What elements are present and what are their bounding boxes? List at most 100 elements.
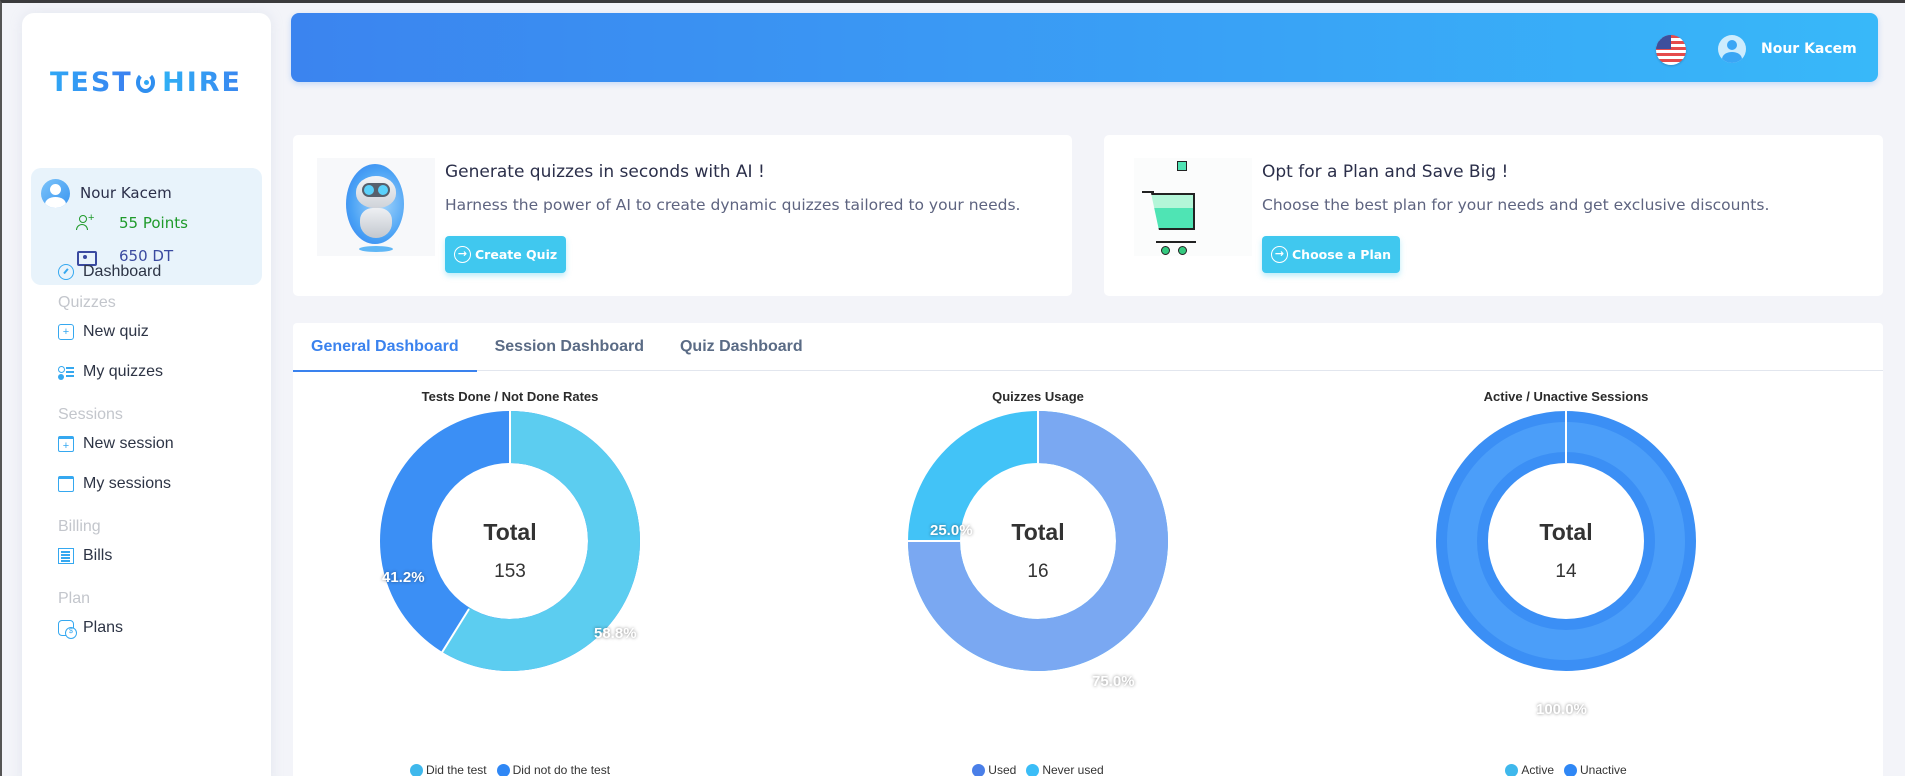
tab-session-dashboard[interactable]: Session Dashboard [494, 338, 644, 355]
sidebar-item-new-quiz[interactable]: New quiz [58, 323, 149, 341]
dashboard-tabs: General Dashboard Session Dashboard Quiz… [293, 323, 1883, 372]
calendar-plus-icon [58, 436, 74, 454]
testohire-logo[interactable]: TEST HIRE [50, 66, 242, 98]
plan-promo-card: Opt for a Plan and Save Big ! Choose the… [1104, 135, 1883, 296]
sidebar-item-my-quizzes[interactable]: My quizzes [58, 363, 163, 381]
legend-item-unactive[interactable]: Unactive [1564, 763, 1627, 776]
promo-description: Harness the power of AI to create dynami… [445, 196, 1021, 214]
center-total-value: 153 [494, 561, 526, 582]
legend-item-did-not-test[interactable]: Did not do the test [496, 763, 611, 776]
tests-done-donut-chart: Tests Done / Not Done Rates 41.2% 58.8% … [310, 389, 710, 776]
tab-general-dashboard[interactable]: General Dashboard [293, 323, 477, 372]
logo-power-icon [135, 71, 156, 93]
cash-icon [75, 248, 97, 266]
calendar-icon [58, 476, 74, 492]
balance-row: 650 DT [75, 247, 174, 266]
plan-money-icon [58, 620, 77, 639]
center-total-value: 16 [1027, 561, 1049, 582]
sidebar-item-new-session[interactable]: New session [58, 435, 174, 454]
button-label: Choose a Plan [1292, 247, 1392, 262]
center-total-label: Total [1011, 519, 1065, 545]
percent-label: 58.8% [594, 625, 637, 642]
sidebar: TEST HIRE Nour Kacem 55 Points 650 DT Da… [22, 13, 271, 776]
legend-dot [1026, 763, 1040, 776]
choose-plan-button[interactable]: → Choose a Plan [1262, 236, 1401, 273]
sidebar-item-dashboard[interactable]: Dashboard [58, 263, 161, 281]
legend-label: Unactive [1580, 763, 1627, 776]
promo-title: Opt for a Plan and Save Big ! [1262, 162, 1509, 182]
dashboard-panel: General Dashboard Session Dashboard Quiz… [293, 323, 1883, 776]
sidebar-item-label: New quiz [83, 323, 149, 340]
sidebar-item-label: New session [83, 435, 174, 452]
avatar-icon [41, 179, 70, 208]
chart-legend: Did the test Did not do the test [310, 763, 710, 776]
top-user-name: Nour Kacem [1761, 41, 1857, 57]
center-total-label: Total [483, 519, 537, 545]
sidebar-item-label: My quizzes [83, 363, 164, 380]
center-total-value: 14 [1555, 561, 1577, 582]
us-flag-language-icon[interactable] [1656, 35, 1686, 65]
promo-description: Choose the best plan for your needs and … [1262, 196, 1770, 214]
percent-label: 100.0% [1536, 701, 1587, 718]
sidebar-item-label: Plans [83, 619, 124, 636]
user-menu-button[interactable]: Nour Kacem [1718, 35, 1857, 63]
sidebar-item-bills[interactable]: Bills [58, 547, 112, 565]
donut-svg[interactable] [1436, 411, 1696, 671]
promo-title: Generate quizzes in seconds with AI ! [445, 162, 765, 182]
chart-legend: Used Never used [838, 763, 1238, 776]
legend-label: Active [1521, 763, 1554, 776]
section-label-plan: Plan [58, 590, 91, 607]
section-label-quizzes: Quizzes [58, 294, 116, 311]
button-label: Create Quiz [475, 247, 558, 262]
legend-item-did-test[interactable]: Did the test [409, 763, 487, 776]
percent-label: 25.0% [930, 522, 973, 539]
legend-label: Used [988, 763, 1017, 776]
legend-item-active[interactable]: Active [1505, 763, 1554, 776]
tab-quiz-dashboard[interactable]: Quiz Dashboard [679, 338, 803, 355]
user-name: Nour Kacem [80, 184, 172, 202]
chart-legend: Active Unactive [1366, 763, 1766, 776]
legend-label: Did not do the test [512, 763, 611, 776]
points-value: 55 Points [119, 214, 188, 232]
legend-label: Did the test [425, 763, 487, 776]
chart-title: Tests Done / Not Done Rates [421, 389, 599, 404]
sidebar-item-plans[interactable]: Plans [58, 619, 124, 639]
user-avatar-icon [1718, 35, 1746, 63]
logo-text-left: TEST [50, 66, 133, 98]
top-bar: Nour Kacem [291, 13, 1878, 82]
sidebar-item-my-sessions[interactable]: My sessions [58, 475, 171, 493]
logo-text-right: HIRE [162, 66, 242, 98]
legend-item-used[interactable]: Used [972, 763, 1016, 776]
legend-label: Never used [1042, 763, 1104, 776]
create-quiz-button[interactable]: → Create Quiz [445, 236, 567, 273]
robot-illustration [317, 158, 435, 256]
donut-svg[interactable] [380, 411, 640, 671]
chart-title: Active / Unactive Sessions [1483, 389, 1649, 404]
section-label-billing: Billing [58, 518, 101, 535]
clipboard-plus-icon [58, 324, 74, 340]
dashboard-gauge-icon [58, 264, 74, 280]
legend-dot [409, 763, 423, 776]
center-total-label: Total [1539, 519, 1593, 545]
donut-svg[interactable] [908, 411, 1168, 671]
points-row: 55 Points [75, 212, 188, 232]
percent-label: 41.2% [382, 569, 425, 586]
sidebar-item-label: My sessions [83, 475, 172, 492]
sidebar-item-label: Bills [83, 547, 113, 564]
chart-title: Quizzes Usage [992, 389, 1084, 404]
list-icon [58, 364, 74, 380]
quizzes-usage-donut-chart: Quizzes Usage 25.0% 75.0% Total 16 Used … [838, 389, 1238, 776]
legend-item-never-used[interactable]: Never used [1026, 763, 1104, 776]
percent-label: 75.0% [1092, 673, 1135, 690]
section-label-sessions: Sessions [58, 406, 123, 423]
active-sessions-donut-chart: Active / Unactive Sessions 100.0% Total … [1366, 389, 1766, 776]
balance-value: 650 DT [119, 247, 174, 265]
bill-icon [58, 548, 74, 564]
legend-dot [1564, 763, 1577, 776]
arrow-right-circle-icon: → [1271, 246, 1288, 263]
legend-dot [496, 763, 510, 776]
arrow-right-circle-icon: → [454, 246, 471, 263]
legend-dot [1505, 763, 1519, 776]
legend-dot [972, 763, 986, 776]
sidebar-item-label: Dashboard [83, 263, 162, 280]
